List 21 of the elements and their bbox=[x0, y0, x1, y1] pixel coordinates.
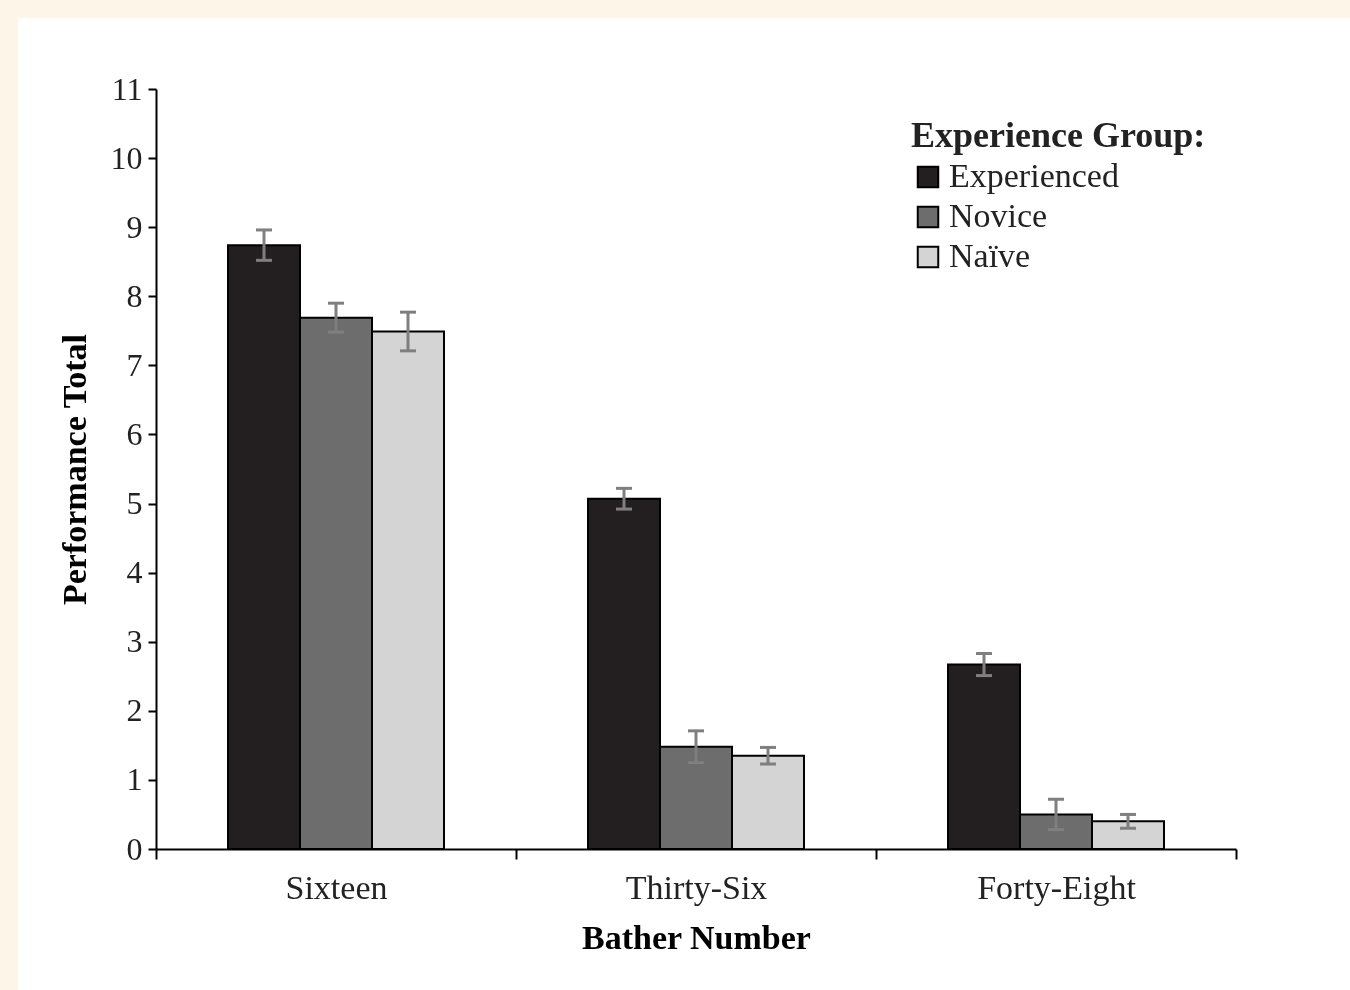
y-tick-label: 7 bbox=[126, 346, 143, 383]
y-tick-label: 6 bbox=[126, 415, 143, 452]
y-tick-label: 5 bbox=[126, 485, 143, 522]
y-tick-label: 0 bbox=[126, 830, 143, 867]
x-tick-label: Forty-Eight bbox=[977, 868, 1137, 906]
y-tick-label: 10 bbox=[110, 139, 143, 176]
x-axis-title: Bather Number bbox=[582, 918, 811, 956]
x-tick-label: Thirty-Six bbox=[625, 868, 768, 906]
y-tick-label: 4 bbox=[126, 554, 143, 591]
legend-title: Experience Group: bbox=[911, 115, 1206, 155]
x-tick-label: Sixteen bbox=[285, 868, 388, 906]
y-tick-label: 1 bbox=[126, 761, 143, 798]
y-tick-label: 2 bbox=[126, 692, 143, 729]
y-tick-label: 3 bbox=[126, 623, 143, 660]
y-tick-label: 8 bbox=[126, 277, 143, 314]
y-axis-title: Performance Total bbox=[55, 334, 93, 605]
legend-label: Experienced bbox=[949, 157, 1119, 194]
legend-label: Naïve bbox=[949, 237, 1031, 274]
y-tick-label: 11 bbox=[111, 70, 143, 107]
legend-label: Novice bbox=[949, 197, 1048, 234]
y-tick-label: 9 bbox=[126, 208, 143, 245]
